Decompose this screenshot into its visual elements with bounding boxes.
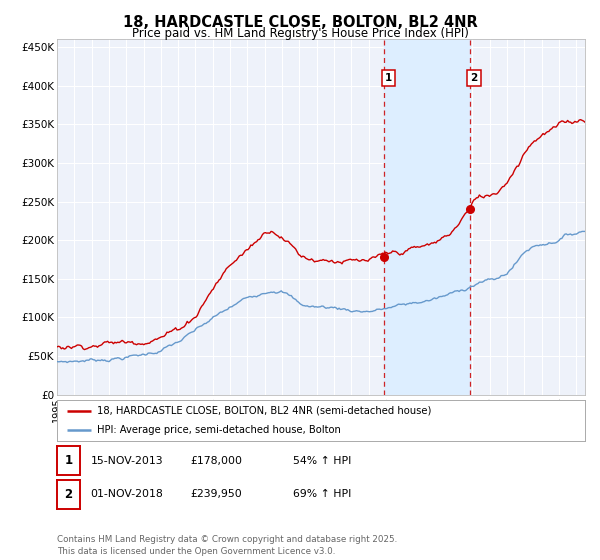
Text: 18, HARDCASTLE CLOSE, BOLTON, BL2 4NR (semi-detached house): 18, HARDCASTLE CLOSE, BOLTON, BL2 4NR (s…	[97, 406, 431, 416]
Text: £239,950: £239,950	[191, 489, 242, 500]
Text: 01-NOV-2018: 01-NOV-2018	[91, 489, 163, 500]
Text: Contains HM Land Registry data © Crown copyright and database right 2025.
This d: Contains HM Land Registry data © Crown c…	[57, 535, 397, 556]
Text: 18, HARDCASTLE CLOSE, BOLTON, BL2 4NR: 18, HARDCASTLE CLOSE, BOLTON, BL2 4NR	[122, 15, 478, 30]
Text: 2: 2	[470, 73, 478, 83]
Bar	[384, 39, 470, 395]
Text: Price paid vs. HM Land Registry's House Price Index (HPI): Price paid vs. HM Land Registry's House …	[131, 27, 469, 40]
Text: HPI: Average price, semi-detached house, Bolton: HPI: Average price, semi-detached house,…	[97, 425, 340, 435]
Text: 1: 1	[385, 73, 392, 83]
Text: 69% ↑ HPI: 69% ↑ HPI	[293, 489, 351, 500]
Text: 15-NOV-2013: 15-NOV-2013	[91, 456, 163, 466]
Text: £178,000: £178,000	[191, 456, 243, 466]
Text: 1: 1	[64, 454, 73, 468]
Text: 2: 2	[64, 488, 73, 501]
Text: 54% ↑ HPI: 54% ↑ HPI	[293, 456, 351, 466]
